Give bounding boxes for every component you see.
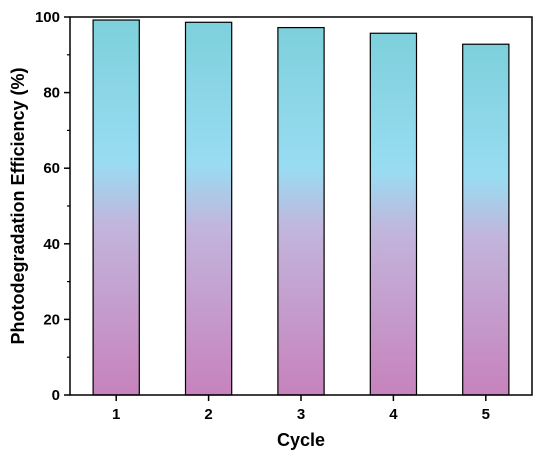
bar-cycle-1 (92, 19, 140, 396)
bar-cycle-2 (184, 21, 233, 396)
y-tick-label: 100 (35, 9, 60, 26)
bars (92, 19, 510, 396)
x-axis-title: Cycle (277, 430, 325, 450)
bar-cycle-5 (462, 43, 510, 396)
x-tick-label: 4 (389, 406, 398, 423)
x-tick-label: 3 (297, 406, 305, 423)
x-tick-label: 1 (112, 406, 120, 423)
bar-cycle-3 (277, 26, 325, 396)
bar-cycle-4 (369, 32, 418, 396)
ticks: 0 20 40 60 80 100 1 2 3 4 5 (35, 9, 490, 423)
y-tick-label: 0 (52, 387, 60, 404)
y-tick-label: 20 (43, 311, 60, 328)
x-tick-label: 5 (482, 406, 490, 423)
y-axis-title: Photodegradation Efficiency (%) (8, 67, 28, 344)
y-tick-label: 60 (43, 160, 60, 177)
x-tick-label: 2 (204, 406, 212, 423)
y-tick-label: 40 (43, 236, 60, 253)
y-tick-label: 80 (43, 85, 60, 102)
